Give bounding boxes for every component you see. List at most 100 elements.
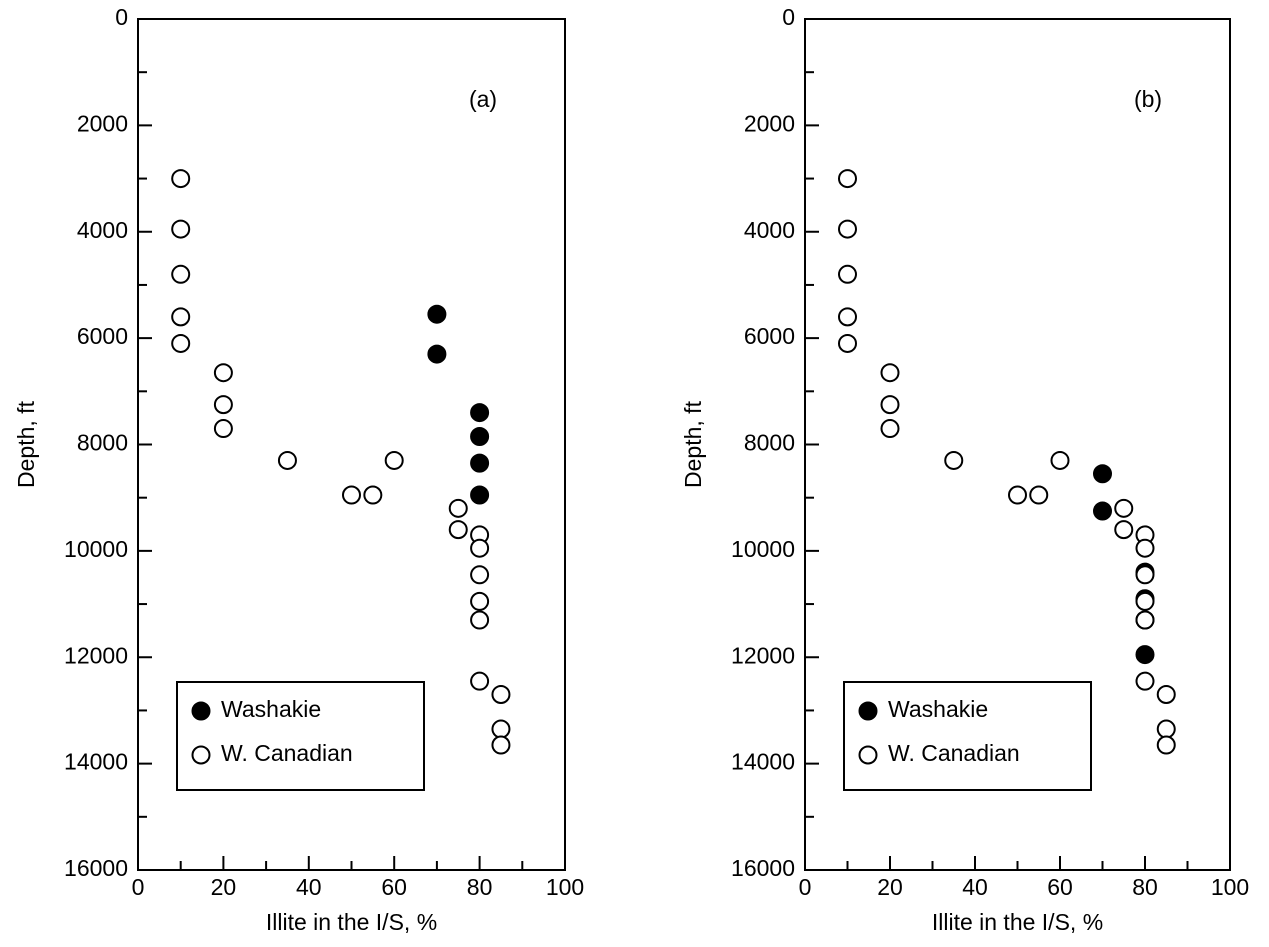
x-axis-label: Illite in the I/S, % (932, 909, 1103, 935)
data-point (470, 403, 490, 423)
data-point (880, 363, 900, 383)
data-point (1135, 671, 1155, 691)
x-tick-label: 60 (1047, 874, 1073, 900)
data-point (171, 264, 191, 284)
x-tick-label: 20 (877, 874, 903, 900)
legend-marker (858, 701, 878, 721)
x-tick-label: 80 (467, 874, 493, 900)
x-tick-label: 40 (296, 874, 322, 900)
y-axis-label: Depth, ft (13, 400, 39, 488)
data-point (1156, 684, 1176, 704)
y-tick-label: 14000 (64, 749, 128, 775)
data-point (448, 498, 468, 518)
data-point (470, 453, 490, 473)
y-tick-label: 12000 (64, 642, 128, 668)
data-point (171, 169, 191, 189)
data-point (838, 264, 857, 284)
y-tick-label: 12000 (731, 642, 795, 668)
data-point (213, 363, 233, 383)
y-tick-label: 8000 (744, 430, 795, 456)
legend-label: W. Canadian (888, 740, 1020, 766)
legend-label: W. Canadian (221, 740, 353, 766)
legend-box (843, 681, 1092, 791)
data-point (470, 565, 490, 585)
data-point (427, 304, 447, 324)
x-tick-label: 0 (799, 874, 812, 900)
legend-marker (191, 701, 211, 721)
y-tick-label: 6000 (77, 323, 128, 349)
x-axis-label: Illite in the I/S, % (266, 909, 437, 935)
data-point (1135, 591, 1155, 611)
y-tick-label: 0 (782, 4, 795, 30)
y-axis-label: Depth, ft (680, 400, 706, 488)
y-tick-label: 10000 (64, 536, 128, 562)
data-point (470, 427, 490, 447)
data-point (838, 307, 857, 327)
x-tick-label: 100 (1211, 874, 1249, 900)
data-point (880, 395, 900, 415)
x-tick-label: 80 (1132, 874, 1158, 900)
data-point (491, 719, 511, 739)
y-tick-label: 4000 (744, 217, 795, 243)
data-point (491, 684, 511, 704)
data-point (1135, 645, 1155, 665)
data-point (470, 591, 490, 611)
y-tick-label: 2000 (744, 110, 795, 136)
y-tick-label: 2000 (77, 110, 128, 136)
legend-label: Washakie (221, 696, 321, 722)
panel-label: (b) (1134, 86, 1162, 112)
data-point (171, 333, 191, 353)
legend-label: Washakie (888, 696, 988, 722)
data-point (1008, 485, 1027, 505)
y-tick-label: 6000 (744, 323, 795, 349)
data-point (363, 485, 383, 505)
data-point (1156, 719, 1176, 739)
data-point (491, 735, 511, 755)
data-point (213, 395, 233, 415)
data-point (1093, 501, 1112, 521)
x-tick-label: 0 (132, 874, 145, 900)
data-point (384, 450, 404, 470)
data-point (470, 610, 490, 630)
data-point (1029, 485, 1049, 505)
data-point (838, 219, 857, 239)
y-tick-label: 10000 (731, 536, 795, 562)
data-point (1156, 735, 1176, 755)
data-point (470, 538, 490, 558)
data-point (171, 307, 191, 327)
data-point (1114, 498, 1134, 518)
x-tick-label: 20 (211, 874, 237, 900)
y-tick-label: 16000 (731, 855, 795, 881)
data-point (342, 485, 361, 505)
data-point (944, 450, 964, 470)
data-point (1093, 464, 1112, 484)
data-point (1135, 610, 1155, 630)
data-point (277, 450, 297, 470)
data-point (838, 333, 857, 353)
y-tick-label: 0 (115, 4, 128, 30)
y-tick-label: 16000 (64, 855, 128, 881)
data-point (838, 169, 857, 189)
y-tick-label: 4000 (77, 217, 128, 243)
data-point (1114, 520, 1134, 540)
data-point (171, 219, 191, 239)
y-tick-label: 14000 (731, 749, 795, 775)
data-point (1050, 450, 1070, 470)
x-tick-label: 40 (962, 874, 988, 900)
x-tick-label: 100 (546, 874, 584, 900)
data-point (1135, 565, 1155, 585)
legend-box (176, 681, 425, 791)
y-tick-label: 8000 (77, 430, 128, 456)
data-point (1135, 538, 1155, 558)
panel-label: (a) (469, 86, 497, 112)
legend-marker (191, 745, 211, 765)
legend-marker (858, 745, 878, 765)
data-point (448, 520, 468, 540)
data-point (880, 419, 900, 439)
x-tick-label: 60 (381, 874, 407, 900)
data-point (213, 419, 233, 439)
data-point (427, 344, 447, 364)
data-point (470, 485, 490, 505)
data-point (470, 671, 490, 691)
